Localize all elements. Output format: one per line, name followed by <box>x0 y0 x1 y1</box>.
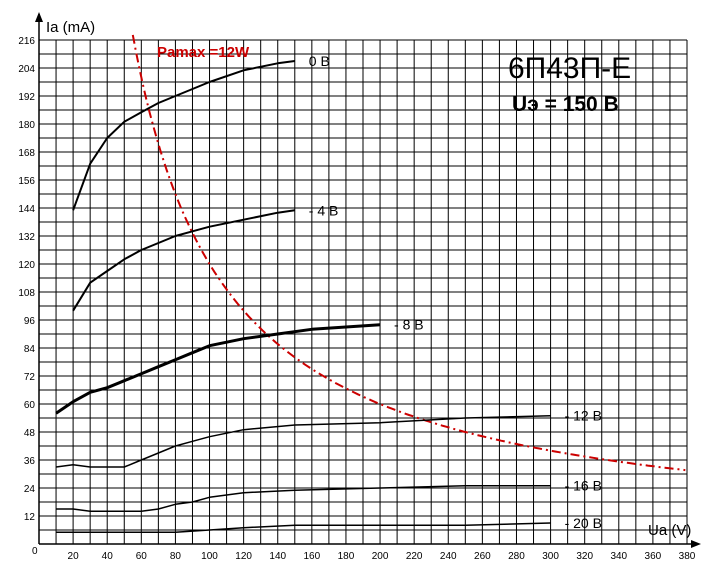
y-tick-label: 96 <box>24 316 36 327</box>
y-tick-label: 156 <box>18 176 35 187</box>
x-tick-label: 260 <box>474 551 491 562</box>
series-label-1: - 4 В <box>309 202 339 218</box>
x-tick-label: 20 <box>68 551 80 562</box>
x-tick-label: 340 <box>610 551 627 562</box>
series-label-5: - 20 В <box>565 515 602 531</box>
series-line-4 <box>56 484 551 513</box>
y-tick-label: 12 <box>24 512 36 523</box>
pmax-curve <box>131 34 686 472</box>
x-tick-label: 280 <box>508 551 525 562</box>
x-tick-label: 160 <box>303 551 320 562</box>
chart-title: 6П43П-Е <box>508 52 631 85</box>
series-line-0 <box>72 60 295 211</box>
y-tick-label: 108 <box>18 288 35 299</box>
y-tick-label: 204 <box>18 64 35 75</box>
y-axis-arrow <box>35 12 43 22</box>
series-line-2 <box>55 323 381 415</box>
x-tick-label: 100 <box>201 551 218 562</box>
x-tick-label: 220 <box>406 551 423 562</box>
series-line-3 <box>55 414 551 468</box>
origin-label: 0 <box>32 546 38 557</box>
y-tick-label: 120 <box>18 260 35 271</box>
x-tick-label: 60 <box>136 551 148 562</box>
x-tick-label: 360 <box>645 551 662 562</box>
series-label-2: - 8 В <box>394 317 424 333</box>
y-tick-label: 84 <box>24 344 36 355</box>
x-tick-label: 120 <box>235 551 252 562</box>
x-axis-label: Ua (V) <box>648 522 691 539</box>
y-tick-label: 180 <box>18 120 35 131</box>
y-tick-label: 72 <box>24 372 36 383</box>
y-tick-label: 168 <box>18 148 35 159</box>
y-axis-label: Ia (mA) <box>46 19 95 36</box>
y-tick-label: 132 <box>18 232 35 243</box>
x-tick-label: 40 <box>102 551 114 562</box>
x-tick-label: 320 <box>576 551 593 562</box>
y-tick-label: 24 <box>24 484 36 495</box>
y-tick-label: 216 <box>18 36 35 47</box>
y-tick-label: 192 <box>18 92 35 103</box>
y-tick-label: 144 <box>18 204 35 215</box>
pmax-annotation: Pamax =12W <box>157 44 250 61</box>
y-tick-label: 36 <box>24 456 36 467</box>
x-tick-labels: 20 40 60 80 100 120 140 160 180 200 220 240 260 280 30… <box>68 551 696 562</box>
chart-subtitle: Uэ = 150 В <box>512 93 619 116</box>
series-label-4: - 16 В <box>565 478 602 494</box>
x-tick-label: 200 <box>372 551 389 562</box>
series-line-5 <box>56 522 551 534</box>
y-tick-label: 48 <box>24 428 36 439</box>
y-tick-labels: 12 24 36 48 60 72 84 96 108 120 132 144 156 168 180 192… <box>18 36 35 523</box>
x-tick-label: 240 <box>440 551 457 562</box>
x-tick-label: 80 <box>170 551 182 562</box>
y-tick-label: 60 <box>24 400 36 411</box>
series-lines <box>55 60 551 534</box>
series-label-0: 0 В <box>309 53 330 69</box>
series-labels: 0 В - 4 В - 8 В - 12 В - 16 В - 20 В <box>309 53 602 531</box>
axes <box>35 12 701 548</box>
x-tick-label: 140 <box>269 551 286 562</box>
x-tick-label: 380 <box>679 551 696 562</box>
series-label-3: - 12 В <box>565 408 602 424</box>
x-tick-label: 180 <box>338 551 355 562</box>
pmax-line <box>131 34 686 472</box>
series-line-1 <box>72 209 295 312</box>
x-tick-label: 300 <box>542 551 559 562</box>
x-axis-arrow <box>691 540 701 548</box>
